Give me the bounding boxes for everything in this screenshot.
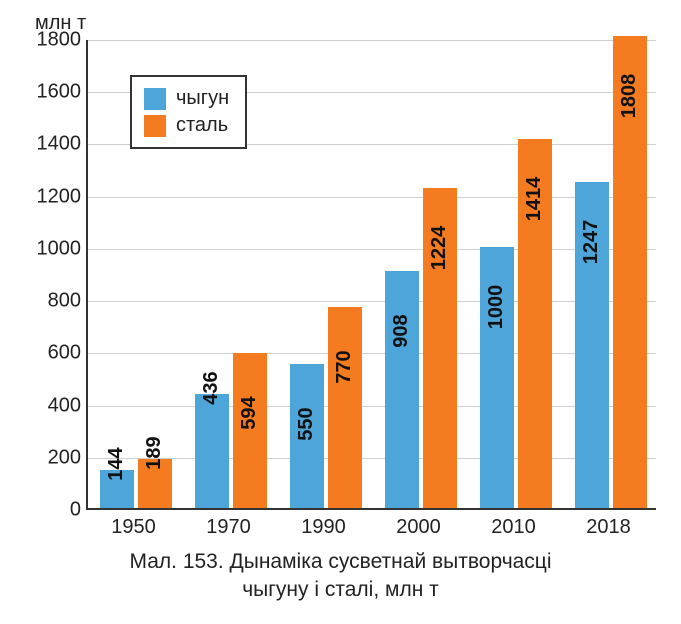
caption: Мал. 153. Дынаміка сусветнай вытворчасці… <box>10 548 671 605</box>
gridline <box>88 197 656 198</box>
gridline <box>88 406 656 407</box>
gridline <box>88 353 656 354</box>
y-tick-label: 1000 <box>11 237 81 260</box>
y-tick-label: 0 <box>11 499 81 522</box>
y-tick-label: 1800 <box>11 29 81 52</box>
legend-row: чыгун <box>144 85 229 112</box>
y-tick-label: 1200 <box>11 185 81 208</box>
bar-value-label: 770 <box>333 350 356 383</box>
y-tick-label: 200 <box>11 446 81 469</box>
bar-сталь: 594 <box>233 353 267 508</box>
bar-value-label: 1414 <box>523 177 546 222</box>
x-tick-label: 1950 <box>111 516 156 539</box>
y-tick-label: 800 <box>11 290 81 313</box>
bar-сталь: 770 <box>328 307 362 508</box>
x-tick-label: 2010 <box>491 516 536 539</box>
x-tick-label: 2000 <box>396 516 441 539</box>
bar-сталь: 1224 <box>423 188 457 508</box>
caption-line-2: чыгуну і сталі, млн т <box>242 578 439 601</box>
bar-value-label: 189 <box>143 436 166 469</box>
bar-value-label: 1224 <box>428 226 451 271</box>
x-tick-label: 2018 <box>586 516 631 539</box>
bar-value-label: 1000 <box>485 285 508 330</box>
bar-value-label: 436 <box>200 371 223 404</box>
caption-line-1: Мал. 153. Дынаміка сусветнай вытворчасці <box>129 550 551 573</box>
bar-value-label: 550 <box>295 408 318 441</box>
x-tick-label: 1990 <box>301 516 346 539</box>
legend-row: сталь <box>144 112 229 139</box>
bar-сталь: 1414 <box>518 139 552 508</box>
gridline <box>88 249 656 250</box>
bar-чыгун: 436 <box>195 394 229 508</box>
gridline <box>88 458 656 459</box>
legend-label: чыгун <box>176 87 229 110</box>
bar-value-label: 1247 <box>580 220 603 265</box>
bar-value-label: 1808 <box>618 74 641 119</box>
x-tick-label: 1970 <box>206 516 251 539</box>
bar-чыгун: 550 <box>290 364 324 508</box>
bar-чыгун: 908 <box>385 271 419 508</box>
y-tick-label: 1600 <box>11 81 81 104</box>
bar-чыгун: 144 <box>100 470 134 508</box>
legend: чыгун сталь <box>130 75 247 149</box>
gridline <box>88 40 656 41</box>
gridline <box>88 301 656 302</box>
bar-чыгун: 1247 <box>575 182 609 508</box>
chart-container: млн т 1441894365945507709081224100014141… <box>10 10 671 614</box>
bar-value-label: 908 <box>390 314 413 347</box>
bar-value-label: 594 <box>238 396 261 429</box>
y-tick-label: 1400 <box>11 133 81 156</box>
legend-swatch <box>144 88 166 110</box>
y-tick-label: 400 <box>11 394 81 417</box>
y-tick-label: 600 <box>11 342 81 365</box>
legend-label: сталь <box>176 114 228 137</box>
bar-сталь: 1808 <box>613 36 647 508</box>
bar-сталь: 189 <box>138 459 172 508</box>
legend-swatch <box>144 115 166 137</box>
bar-чыгун: 1000 <box>480 247 514 508</box>
bar-value-label: 144 <box>105 448 128 481</box>
